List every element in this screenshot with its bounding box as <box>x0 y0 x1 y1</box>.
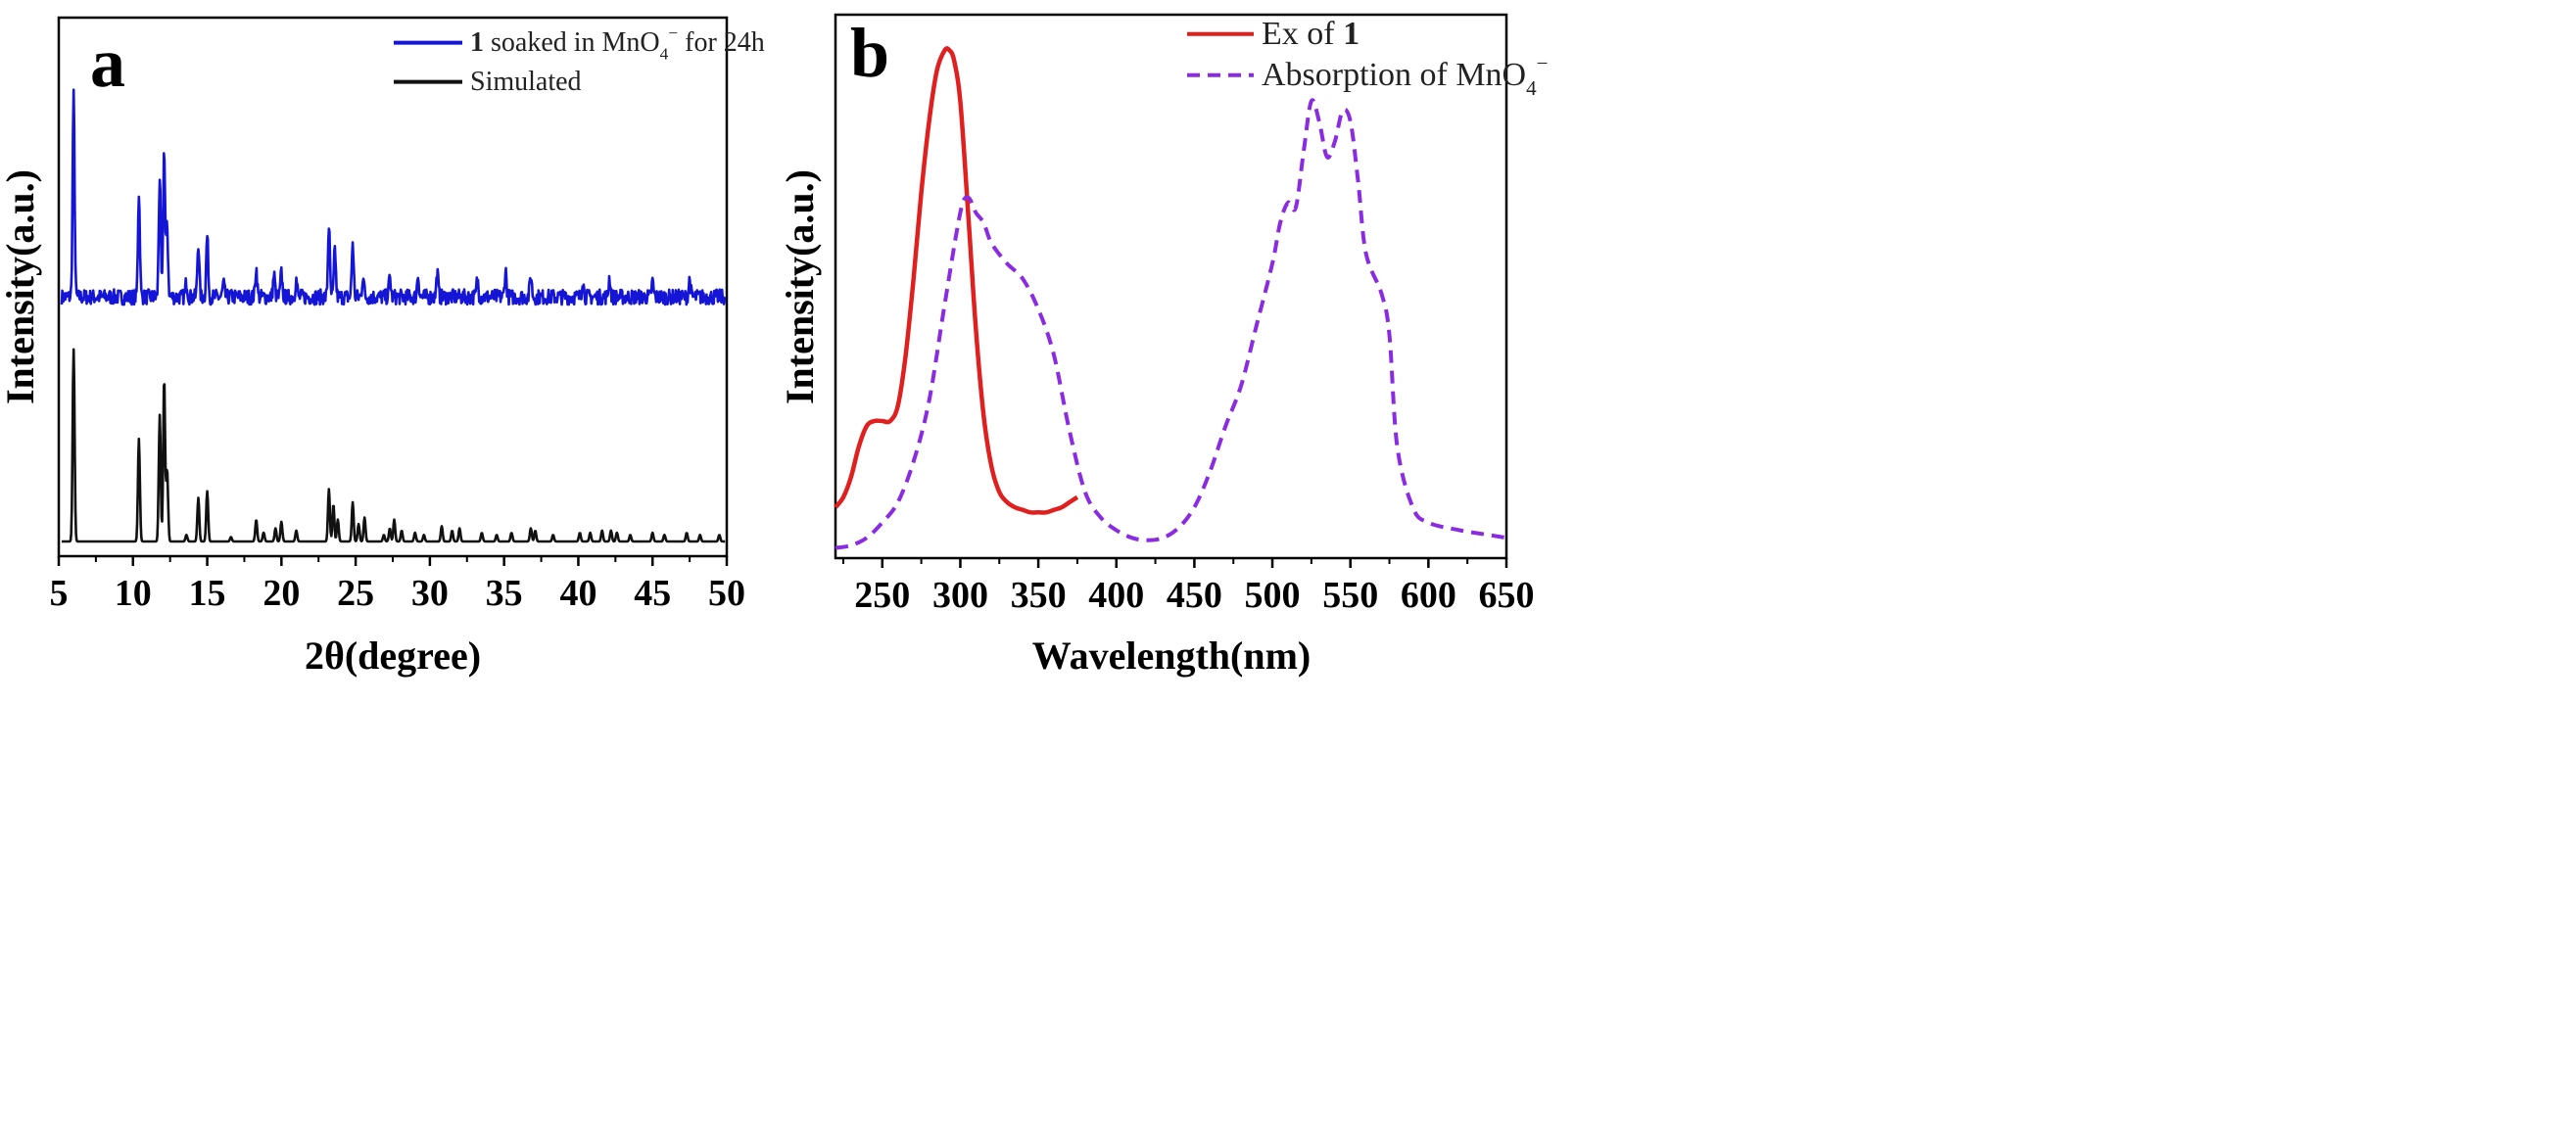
panel-a: 5 10 15 20 25 30 35 40 45 50 a 2θ(degree) Intensi… <box>0 16 765 678</box>
legend-sub-text: 4 <box>660 44 669 63</box>
panel-a-x-tick-label: 30 <box>411 573 449 614</box>
panel-b-x-tick-label: 500 <box>1245 575 1301 616</box>
legend-text-text: Absorption of MnO <box>1262 57 1526 93</box>
panel-a-x-tick-label: 45 <box>634 573 671 614</box>
panel-a-x-tick-label: 10 <box>115 573 152 614</box>
panel-b-frame <box>834 13 1508 560</box>
legend-tail-text: for 24h <box>678 27 765 58</box>
panel-b-x-axis-label: Wavelength(nm) <box>1032 634 1311 678</box>
panel-a-series-line-1 <box>61 348 726 543</box>
panel-a-x-tick-label: 25 <box>337 573 374 614</box>
panel-a-x-tick-label: 20 <box>262 573 300 614</box>
panel-b-x-tick-label: 250 <box>854 575 910 616</box>
legend-text-text: Ex of <box>1262 16 1343 52</box>
legend-text-text: soaked in MnO <box>484 27 660 58</box>
panel-a-x-tick-label: 15 <box>189 573 226 614</box>
panel-a-x-tick-label: 5 <box>50 573 69 614</box>
panel-b-x-tick-label: 450 <box>1167 575 1222 616</box>
legend-sup-text: − <box>1537 52 1549 75</box>
panel-b-x-tick-label: 550 <box>1322 575 1378 616</box>
legend-bold-text: 1 <box>1343 16 1360 52</box>
panel-a-y-axis-label: Intensity(a.u.) <box>0 169 42 404</box>
legend-text-text: Simulated <box>470 67 582 97</box>
panel-b-x-tick-label: 350 <box>1011 575 1067 616</box>
panel-b-label: b <box>850 14 889 92</box>
panel-a-x-tick-label: 35 <box>486 573 523 614</box>
legend-bold-text: 1 <box>470 27 484 58</box>
panel-a-x-axis-label: 2θ(degree) <box>305 634 481 678</box>
panel-b-x-tick-label: 300 <box>932 575 988 616</box>
panel-b: 250 300 350 400 450 500 550 600 650 b Wavelength… <box>778 13 1549 678</box>
legend-sup-text: − <box>668 23 678 42</box>
legend-label-0: 1 soaked in MnO4 − for 24h <box>470 23 765 63</box>
panel-a-legend: 1 soaked in MnO4 − for 24h Simulated <box>394 23 765 97</box>
panel-a-x-tick-label: 50 <box>708 573 745 614</box>
panel-b-series-line-0 <box>834 46 1079 515</box>
panel-b-y-axis-label: Intensity(a.u.) <box>778 169 822 404</box>
legend-label-1: Absorption of MnO4− <box>1262 52 1549 101</box>
legend-label-0: Ex of 1 <box>1262 16 1360 52</box>
legend-label-1: Simulated <box>470 67 582 97</box>
panel-a-x-tick-label: 40 <box>559 573 596 614</box>
panel-b-x-tick-label: 650 <box>1479 575 1535 616</box>
panel-a-label: a <box>90 23 125 102</box>
panel-b-x-tick-label: 400 <box>1088 575 1144 616</box>
panel-a-series-line-0 <box>60 88 727 306</box>
legend-sub-text: 4 <box>1526 76 1537 100</box>
panel-b-x-tick-label: 600 <box>1401 575 1456 616</box>
panel-b-series-line-1 <box>835 98 1507 550</box>
